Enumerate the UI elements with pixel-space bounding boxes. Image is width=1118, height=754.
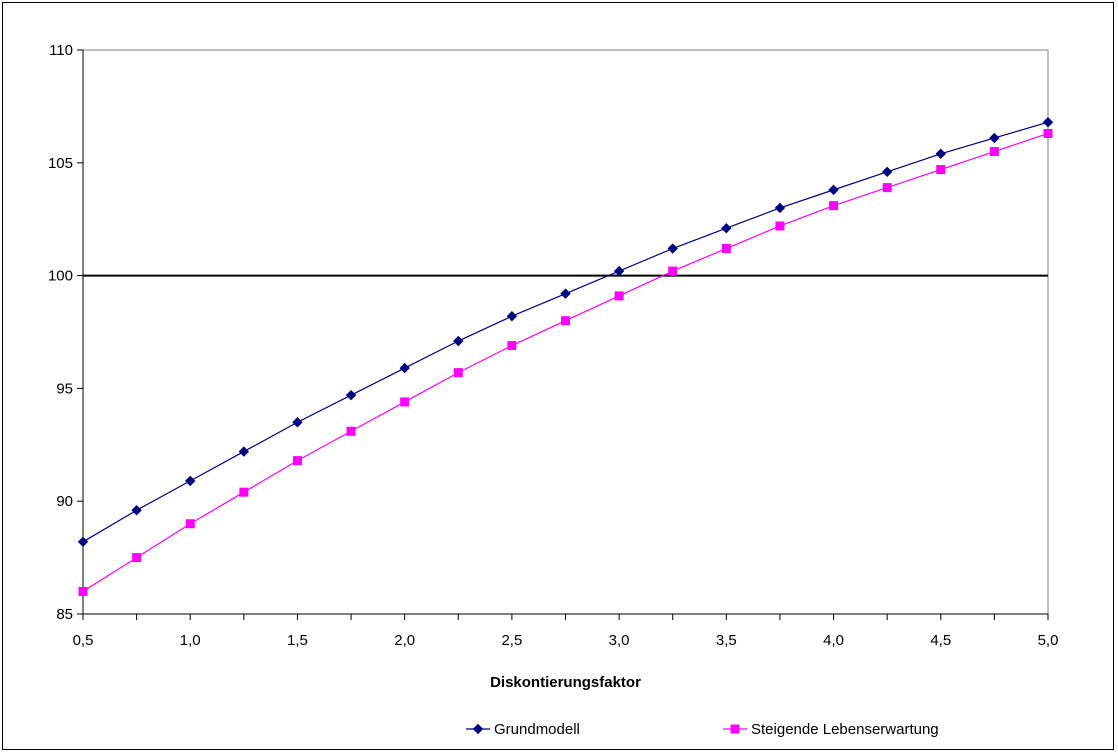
data-point <box>935 148 946 159</box>
legend: Grundmodell Steigende Lebenserwartung <box>466 721 939 738</box>
data-point <box>506 311 518 322</box>
data-point <box>775 221 785 231</box>
series-2 <box>78 128 1053 596</box>
data-point <box>185 475 196 487</box>
plot-area <box>82 49 1049 615</box>
data-point <box>774 202 786 214</box>
x-tick-label: 4,0 <box>823 632 844 649</box>
legend-label: Grundmodell <box>494 721 580 738</box>
data-point <box>881 166 893 178</box>
x-tick-label: 1,0 <box>180 632 201 649</box>
x-tick-label: 3,0 <box>609 632 630 649</box>
data-point <box>882 183 892 193</box>
data-point <box>667 243 678 254</box>
series-1 <box>77 116 1054 548</box>
x-tick-label: 5,0 <box>1038 632 1059 649</box>
series-layer <box>77 116 1054 596</box>
x-tick-label: 1,5 <box>287 632 308 649</box>
legend-label: Steigende Lebenserwartung <box>751 721 939 738</box>
data-point <box>989 132 1000 144</box>
y-tick-label: 90 <box>56 493 73 510</box>
data-point <box>78 586 88 596</box>
x-tick-label: 2,5 <box>501 632 522 649</box>
y-tick-label: 110 <box>49 42 73 59</box>
data-point <box>828 184 839 196</box>
data-point <box>1043 128 1053 138</box>
y-tick-label: 95 <box>56 380 73 397</box>
x-axis-title: Diskontierungsfaktor <box>490 674 641 691</box>
y-tick-label: 105 <box>48 155 73 172</box>
legend-marker <box>472 723 484 735</box>
data-point <box>613 265 625 277</box>
data-point <box>131 505 142 516</box>
data-point <box>239 487 249 497</box>
data-point <box>77 536 89 548</box>
x-tick-label: 2,0 <box>394 632 415 649</box>
y-axis-ticks: 85 90 95 100 105 110 <box>48 42 83 623</box>
data-point <box>936 165 946 175</box>
data-point <box>453 335 464 347</box>
data-point <box>238 446 250 457</box>
legend-marker <box>730 724 740 734</box>
data-point <box>132 553 142 563</box>
plot-border <box>82 49 1049 615</box>
legend-item-1: Grundmodell <box>466 721 580 738</box>
data-point <box>399 362 410 374</box>
data-point <box>292 417 303 428</box>
x-tick-label: 0,5 <box>73 632 94 649</box>
data-point <box>668 266 678 276</box>
data-point <box>185 519 195 529</box>
data-point <box>721 223 732 234</box>
data-point <box>989 147 999 157</box>
data-point <box>721 244 731 254</box>
x-tick-label: 4,5 <box>930 632 951 649</box>
data-point <box>507 341 517 351</box>
x-axis-ticks: 0,5 1,0 1,5 2,0 2,5 3,0 3,5 4,0 4,5 5,0 <box>73 614 1059 649</box>
y-tick-label: 100 <box>48 268 73 285</box>
data-point <box>560 288 571 299</box>
data-point <box>292 456 302 466</box>
data-point <box>346 426 356 436</box>
data-point <box>561 316 570 326</box>
legend-item-2: Steigende Lebenserwartung <box>723 721 939 738</box>
data-point <box>453 368 463 378</box>
y-tick-label: 85 <box>56 606 73 623</box>
x-tick-label: 3,5 <box>716 632 737 649</box>
data-point <box>400 397 410 407</box>
data-point <box>345 389 357 401</box>
data-point <box>829 201 839 211</box>
data-point <box>1042 116 1054 128</box>
data-point <box>614 291 624 301</box>
